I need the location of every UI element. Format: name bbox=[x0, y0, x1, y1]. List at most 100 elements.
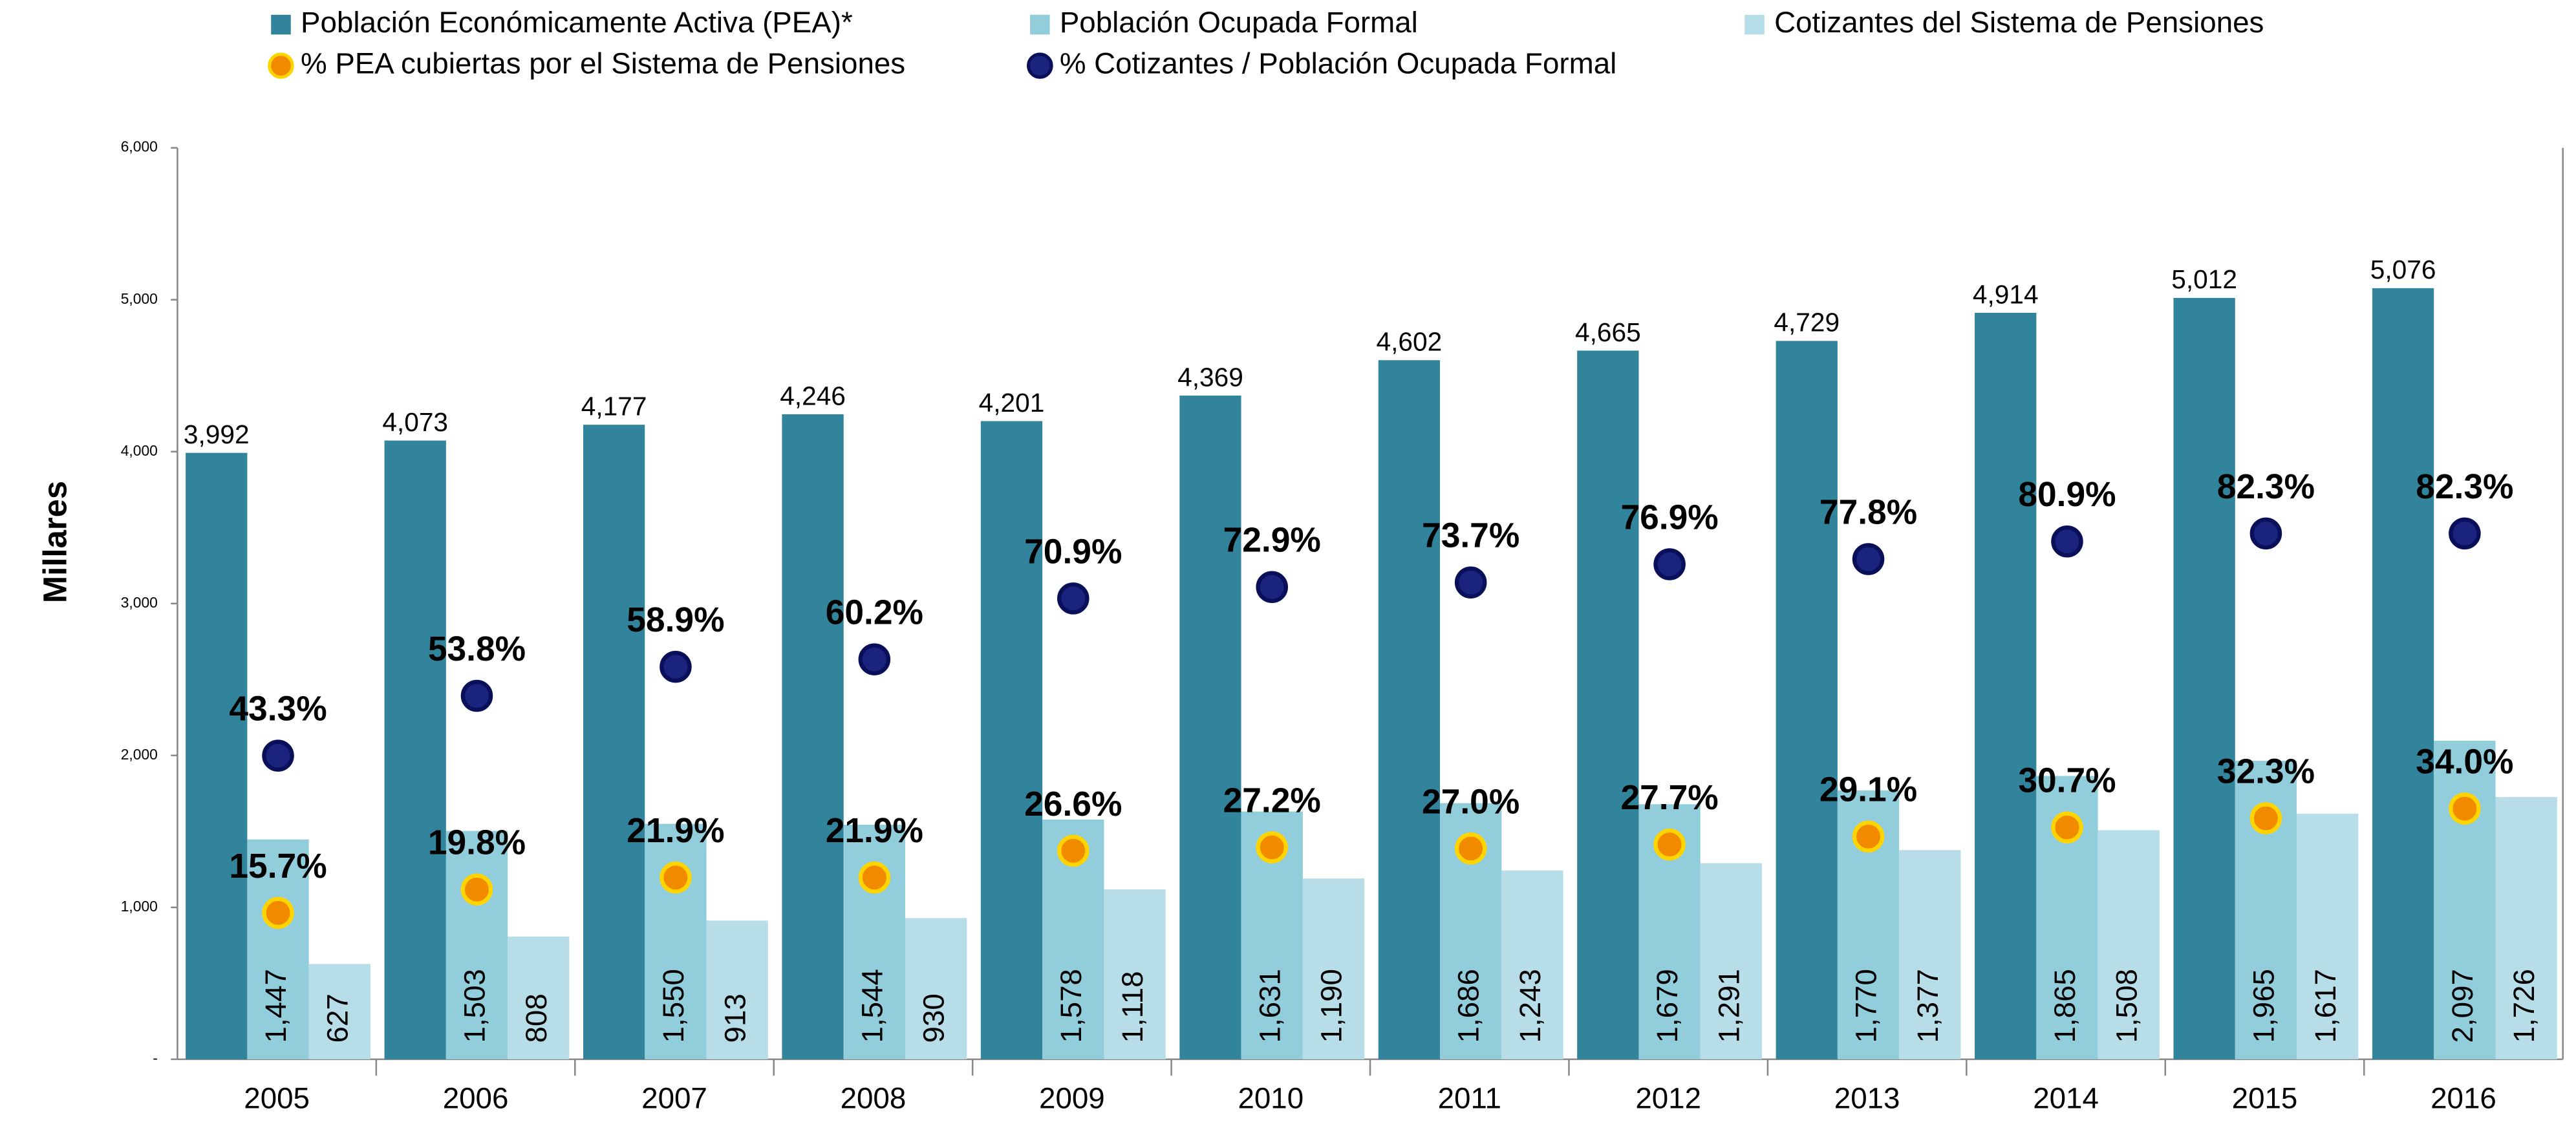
value-label: 1,508 bbox=[2110, 969, 2143, 1043]
bar bbox=[2098, 830, 2160, 1059]
bar bbox=[980, 421, 1043, 1059]
value-label: 60.2% bbox=[826, 594, 923, 632]
value-label: 4,665 bbox=[1575, 317, 1641, 347]
value-label: 27.0% bbox=[1422, 783, 1519, 821]
marker bbox=[2051, 811, 2083, 843]
value-label: 82.3% bbox=[2416, 468, 2513, 506]
value-label: 3,992 bbox=[184, 419, 250, 449]
marker bbox=[262, 896, 294, 929]
x-tick-label: 2014 bbox=[2033, 1081, 2099, 1114]
value-label: 4,369 bbox=[1177, 362, 1243, 392]
value-label: 4,602 bbox=[1377, 327, 1443, 357]
value-label: 34.0% bbox=[2416, 743, 2513, 781]
bar bbox=[1302, 878, 1365, 1059]
marker bbox=[1653, 548, 1686, 580]
value-label: 53.8% bbox=[428, 630, 526, 668]
value-label: 82.3% bbox=[2217, 468, 2315, 506]
value-label: 1,686 bbox=[1452, 969, 1485, 1043]
bar bbox=[583, 425, 645, 1059]
value-label: 4,729 bbox=[1774, 308, 1840, 337]
x-tick-label: 2005 bbox=[244, 1081, 310, 1114]
y-axis-label: Millares bbox=[36, 481, 73, 603]
value-label: 1,965 bbox=[2247, 969, 2280, 1043]
x-tick-label: 2016 bbox=[2431, 1081, 2496, 1114]
value-label: 4,201 bbox=[979, 388, 1045, 418]
x-tick-label: 2013 bbox=[1834, 1081, 1900, 1114]
marker bbox=[2449, 792, 2481, 825]
bar bbox=[186, 452, 248, 1059]
value-label: 1,544 bbox=[855, 969, 888, 1043]
bar bbox=[1179, 396, 1241, 1059]
value-label: 29.1% bbox=[1819, 771, 1917, 809]
y-tick-label: - bbox=[153, 1050, 158, 1066]
bar bbox=[905, 918, 967, 1059]
value-label: 2,097 bbox=[2446, 969, 2479, 1043]
value-label: 1,291 bbox=[1712, 969, 1745, 1043]
value-label: 1,503 bbox=[458, 969, 491, 1043]
value-label: 1,447 bbox=[259, 969, 292, 1043]
value-label: 930 bbox=[918, 993, 950, 1043]
value-label: 4,246 bbox=[780, 381, 846, 410]
value-label: 5,076 bbox=[2370, 255, 2436, 284]
x-tick-label: 2010 bbox=[1238, 1081, 1304, 1114]
marker bbox=[2051, 525, 2083, 558]
x-tick-label: 2015 bbox=[2232, 1081, 2298, 1114]
value-label: 21.9% bbox=[826, 812, 923, 850]
marker bbox=[1852, 820, 1885, 853]
value-label: 1,550 bbox=[657, 969, 690, 1043]
value-label: 1,770 bbox=[1850, 969, 1883, 1043]
legend-label: Cotizantes del Sistema de Pensiones bbox=[1774, 6, 2264, 39]
marker bbox=[1256, 571, 1288, 603]
value-label: 4,914 bbox=[1973, 279, 2039, 309]
y-tick-label: 5,000 bbox=[121, 290, 158, 307]
value-label: 1,243 bbox=[1514, 969, 1547, 1043]
value-label: 1,617 bbox=[2309, 969, 2342, 1043]
marker bbox=[858, 861, 891, 894]
marker bbox=[858, 643, 891, 675]
value-label: 627 bbox=[321, 993, 354, 1043]
marker bbox=[1256, 831, 1288, 864]
value-label: 19.8% bbox=[428, 824, 526, 862]
bar bbox=[706, 920, 768, 1059]
bar bbox=[1577, 350, 1639, 1059]
x-tick-label: 2007 bbox=[641, 1081, 707, 1114]
marker bbox=[2249, 517, 2282, 550]
value-label: 4,177 bbox=[581, 391, 647, 421]
bar bbox=[1501, 870, 1563, 1059]
marker bbox=[1057, 834, 1089, 867]
value-label: 21.9% bbox=[627, 812, 724, 850]
value-label: 1,679 bbox=[1651, 969, 1684, 1043]
legend-label: % Cotizantes / Población Ocupada Formal bbox=[1060, 47, 1616, 80]
legend-label: Población Ocupada Formal bbox=[1060, 6, 1418, 39]
x-tick-label: 2009 bbox=[1039, 1081, 1105, 1114]
bar bbox=[445, 831, 508, 1059]
bar bbox=[508, 936, 570, 1059]
marker bbox=[262, 739, 294, 772]
bar bbox=[2495, 797, 2557, 1059]
value-label: 913 bbox=[718, 993, 751, 1043]
y-tick-label: 2,000 bbox=[121, 746, 158, 763]
x-tick-label: 2008 bbox=[841, 1081, 907, 1114]
marker bbox=[1653, 828, 1686, 861]
legend-label: % PEA cubiertas por el Sistema de Pensio… bbox=[301, 47, 905, 80]
value-label: 73.7% bbox=[1422, 517, 1519, 555]
bar bbox=[1104, 889, 1166, 1059]
marker bbox=[1454, 832, 1487, 865]
bar bbox=[1975, 312, 2037, 1059]
value-label: 1,631 bbox=[1253, 969, 1286, 1043]
value-label: 72.9% bbox=[1223, 522, 1321, 560]
value-label: 1,118 bbox=[1116, 971, 1149, 1043]
value-label: 1,865 bbox=[2048, 969, 2081, 1043]
marker bbox=[660, 650, 692, 683]
marker bbox=[1454, 566, 1487, 599]
legend-label: Población Económicamente Activa (PEA)* bbox=[301, 6, 853, 39]
value-label: 5,012 bbox=[2171, 264, 2237, 294]
bar bbox=[2173, 297, 2235, 1059]
value-label: 4,073 bbox=[382, 407, 448, 437]
bar bbox=[1378, 360, 1441, 1059]
bar bbox=[782, 414, 844, 1059]
value-label: 26.6% bbox=[1024, 785, 1122, 823]
marker bbox=[2449, 517, 2481, 550]
y-tick-label: 4,000 bbox=[121, 442, 158, 459]
